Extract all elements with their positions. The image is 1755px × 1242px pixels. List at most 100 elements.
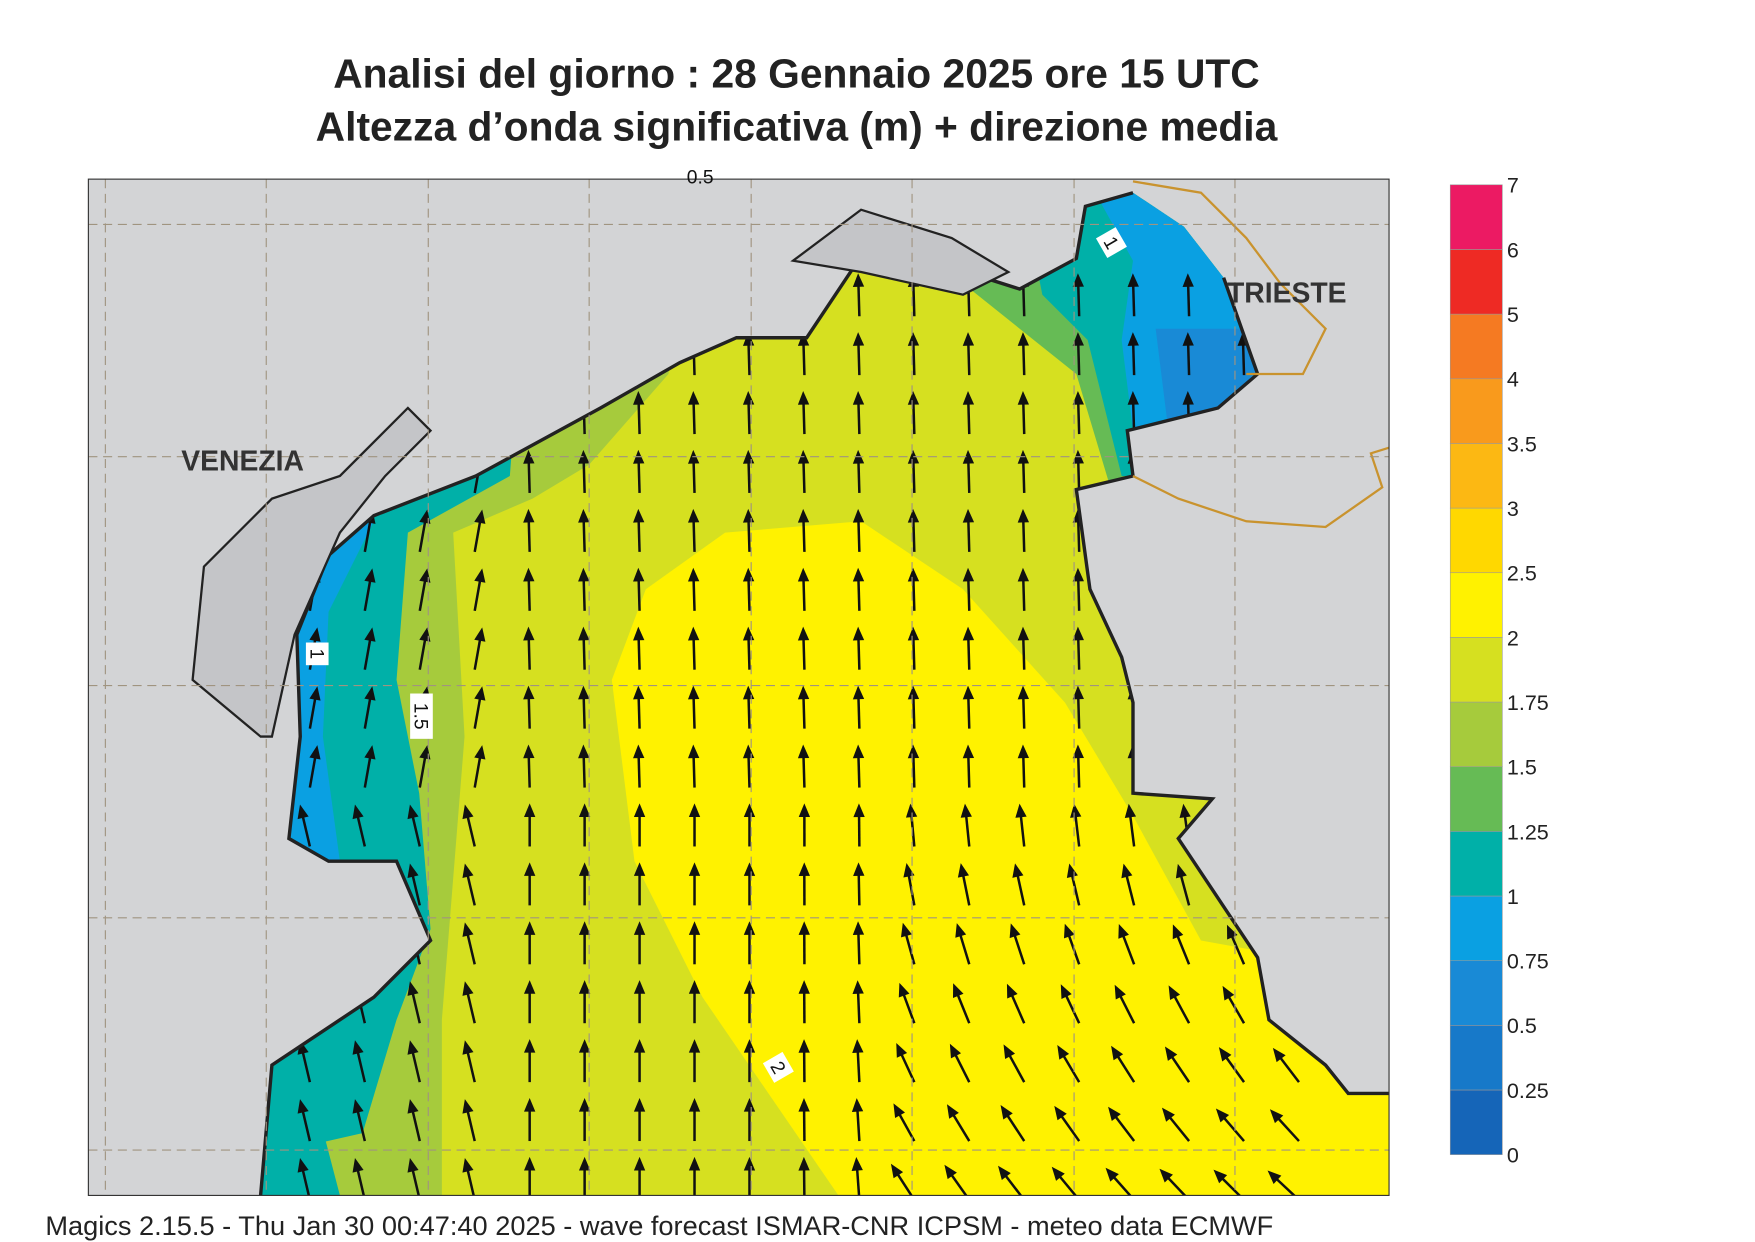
arrow: [743, 921, 756, 965]
arrow-head: [462, 804, 474, 820]
arrow: [1172, 924, 1191, 965]
title: Analisi del giorno : 28 Gennaio 2025 ore…: [333, 50, 1260, 96]
arrow-head: [352, 1158, 364, 1173]
arrow: [363, 627, 376, 670]
arrow: [473, 686, 486, 729]
contour-label: 1: [305, 648, 326, 659]
arrow-head: [1070, 803, 1082, 818]
arrow-head: [962, 332, 975, 346]
arrow: [308, 686, 321, 729]
colorbar-band: [1449, 507, 1503, 574]
arrow-head: [1124, 803, 1137, 818]
arrow: [798, 803, 811, 847]
arrow-head: [852, 273, 865, 287]
arrow-head: [1017, 567, 1030, 582]
arrow-head: [688, 980, 701, 994]
arrow: [907, 391, 920, 435]
arrow-head: [364, 627, 376, 642]
arrow-head: [900, 922, 912, 938]
arrow: [688, 862, 701, 906]
arrow: [798, 1039, 810, 1083]
arrow: [1009, 923, 1026, 965]
colorbar-band: [1449, 249, 1503, 315]
arrow-head: [523, 508, 535, 523]
arrow: [523, 685, 535, 729]
arrow-head: [1215, 1108, 1230, 1123]
arrow-head: [898, 982, 910, 998]
arrow-head: [474, 627, 486, 642]
arrow-head: [1017, 626, 1030, 641]
arrow: [798, 921, 810, 965]
arrow: [907, 626, 920, 670]
colorbar-tick-label: 2: [1507, 626, 1519, 650]
arrow-head: [407, 1099, 419, 1114]
arrow-head: [474, 509, 486, 524]
arrow-head: [1105, 1167, 1119, 1182]
lagoons: [191, 208, 1011, 738]
arrow: [407, 1158, 421, 1196]
arrow-head: [474, 686, 486, 701]
colorbar-tick-label: 7: [1507, 174, 1519, 198]
arrow: [962, 744, 975, 788]
arrow: [297, 1158, 312, 1196]
arrow-head: [852, 921, 865, 936]
arrow-head: [633, 980, 646, 994]
arrow: [797, 567, 810, 611]
arrow-head: [797, 744, 810, 759]
arrow-head: [955, 923, 967, 938]
city-label: TRIESTE: [1227, 278, 1347, 310]
arrow-head: [1072, 567, 1084, 582]
arrow: [907, 685, 920, 729]
arrow: [798, 1156, 810, 1196]
arrow-head: [633, 626, 645, 641]
arrow: [1017, 332, 1030, 376]
arrow: [852, 508, 865, 552]
arrow-head: [1127, 391, 1139, 405]
arrow-head: [578, 508, 590, 523]
arrow-head: [1072, 273, 1084, 287]
arrow-head: [462, 922, 474, 937]
arrow-head: [1164, 1046, 1178, 1061]
arrow: [1000, 1105, 1026, 1142]
arrow: [851, 1098, 864, 1142]
arrow: [407, 981, 421, 1024]
arrow: [1054, 1105, 1081, 1142]
arrow-head: [852, 1039, 864, 1053]
arrow: [633, 1156, 646, 1196]
arrow: [962, 626, 975, 670]
arrow: [907, 744, 920, 788]
arrow: [957, 863, 971, 906]
arrow-head: [578, 1039, 591, 1053]
arrow: [852, 1039, 864, 1083]
arrow-head: [578, 921, 591, 935]
arrow: [578, 685, 590, 729]
arrow-head: [1182, 273, 1194, 287]
arrow-head: [407, 863, 419, 879]
arrow: [852, 980, 864, 1024]
arrow: [743, 980, 756, 1024]
arrow: [797, 508, 810, 552]
arrow: [1111, 1045, 1136, 1083]
arrow-head: [743, 1039, 756, 1053]
arrow: [633, 1039, 646, 1083]
arrow-head: [1172, 924, 1184, 940]
arrow-head: [462, 1040, 474, 1055]
arrow-head: [962, 391, 975, 405]
arrow: [1070, 803, 1082, 847]
arrow-head: [743, 803, 756, 818]
arrow-head: [960, 803, 972, 818]
arrow: [523, 626, 535, 670]
arrow-head: [297, 1099, 309, 1114]
colorbar-tick-label: 0: [1507, 1144, 1519, 1168]
arrow-head: [743, 921, 756, 935]
arrow-head: [578, 744, 590, 759]
arrow-head: [852, 332, 865, 346]
arrow-head: [949, 1043, 962, 1059]
arrow-head: [797, 508, 810, 523]
colorbar-tick-label: 0.25: [1507, 1079, 1549, 1103]
arrow: [1182, 273, 1194, 317]
arrow: [578, 921, 591, 965]
arrow-head: [633, 803, 646, 818]
arrow: [896, 1043, 916, 1083]
